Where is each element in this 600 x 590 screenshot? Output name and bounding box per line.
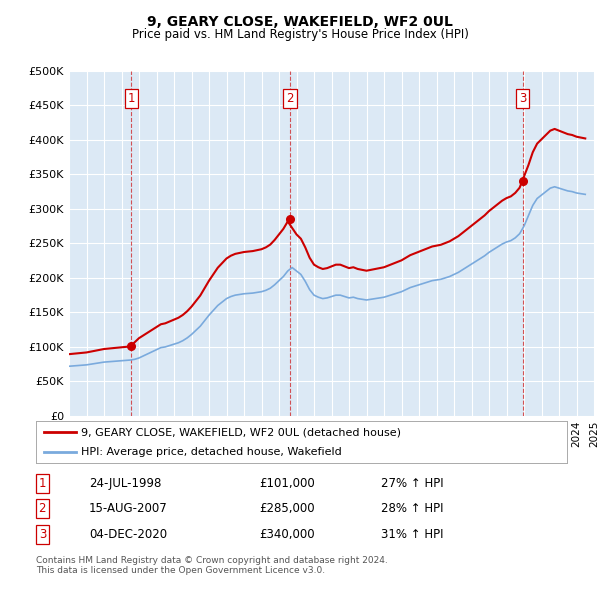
Text: 31% ↑ HPI: 31% ↑ HPI <box>381 528 443 541</box>
Text: Contains HM Land Registry data © Crown copyright and database right 2024.
This d: Contains HM Land Registry data © Crown c… <box>36 556 388 575</box>
Text: 9, GEARY CLOSE, WAKEFIELD, WF2 0UL: 9, GEARY CLOSE, WAKEFIELD, WF2 0UL <box>147 15 453 29</box>
Text: 1: 1 <box>128 92 135 105</box>
Text: Price paid vs. HM Land Registry's House Price Index (HPI): Price paid vs. HM Land Registry's House … <box>131 28 469 41</box>
Text: 2: 2 <box>286 92 293 105</box>
Text: £285,000: £285,000 <box>259 502 314 516</box>
Text: 24-JUL-1998: 24-JUL-1998 <box>89 477 161 490</box>
Text: £101,000: £101,000 <box>259 477 315 490</box>
Text: 15-AUG-2007: 15-AUG-2007 <box>89 502 168 516</box>
Text: 28% ↑ HPI: 28% ↑ HPI <box>381 502 443 516</box>
Text: 27% ↑ HPI: 27% ↑ HPI <box>381 477 444 490</box>
Text: 3: 3 <box>519 92 526 105</box>
Text: £340,000: £340,000 <box>259 528 314 541</box>
Text: HPI: Average price, detached house, Wakefield: HPI: Average price, detached house, Wake… <box>81 447 342 457</box>
Text: 2: 2 <box>38 502 46 516</box>
Text: 04-DEC-2020: 04-DEC-2020 <box>89 528 167 541</box>
Text: 1: 1 <box>38 477 46 490</box>
Text: 9, GEARY CLOSE, WAKEFIELD, WF2 0UL (detached house): 9, GEARY CLOSE, WAKEFIELD, WF2 0UL (deta… <box>81 427 401 437</box>
Text: 3: 3 <box>38 528 46 541</box>
